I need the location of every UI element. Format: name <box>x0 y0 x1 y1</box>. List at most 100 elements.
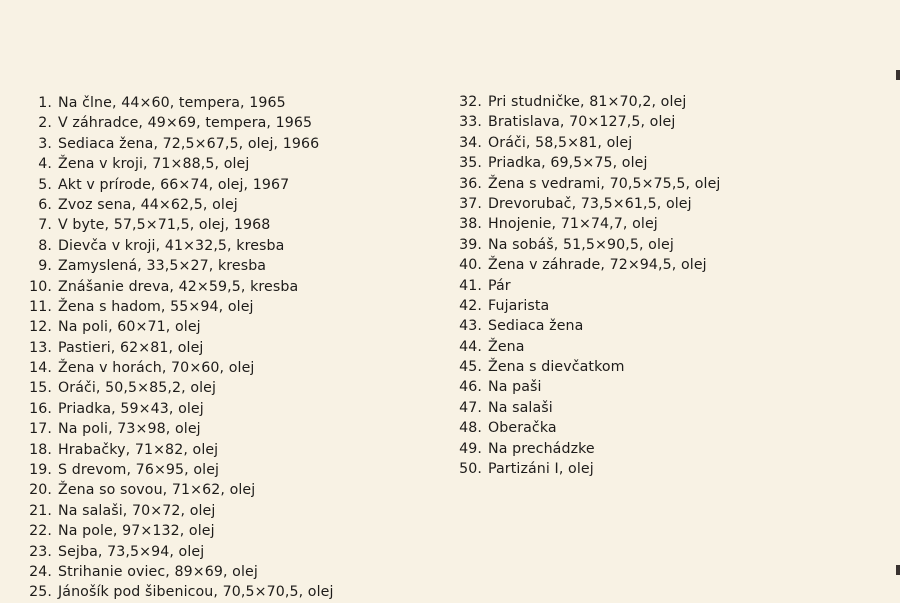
list-item: 4. Žena v kroji, 71×88,5, olej <box>14 154 333 174</box>
item-text: Žena v horách, 70×60, olej <box>58 360 255 377</box>
list-item: 32. Pri studničke, 81×70,2, olej <box>444 92 720 112</box>
item-number: 21. <box>29 502 52 519</box>
list-item: 40. Žena v záhrade, 72×94,5, olej <box>444 255 720 275</box>
item-number: 25. <box>29 584 52 601</box>
item-number: 13. <box>29 339 52 356</box>
item-number: 19. <box>29 462 52 479</box>
page-edge-mark <box>896 565 900 575</box>
list-item: 8. Dievča v kroji, 41×32,5, kresba <box>14 236 333 256</box>
item-text: V byte, 57,5×71,5, olej, 1968 <box>58 217 271 234</box>
item-text: Priadka, 69,5×75, olej <box>488 155 648 172</box>
item-number: 45. <box>459 359 482 376</box>
item-text: Znášanie dreva, 42×59,5, kresba <box>58 278 299 295</box>
item-number: 24. <box>29 563 52 580</box>
item-number: 8. <box>38 237 52 254</box>
item-number: 14. <box>29 360 52 377</box>
item-number: 4. <box>38 156 52 173</box>
item-text: Na poli, 60×71, olej <box>58 319 201 336</box>
list-item: 19. S drevom, 76×95, olej <box>14 460 333 480</box>
item-number: 10. <box>29 278 52 295</box>
list-item: 3. Sediaca žena, 72,5×67,5, olej, 1966 <box>14 134 333 154</box>
list-item: 1. Na člne, 44×60, tempera, 1965 <box>14 93 333 113</box>
page-edge-mark <box>896 70 900 80</box>
list-item: 43. Sediaca žena <box>444 316 720 336</box>
item-text: Na salaši <box>488 399 553 416</box>
list-item: 44. Žena <box>444 337 720 357</box>
list-item: 45. Žena s dievčatkom <box>444 357 720 377</box>
item-text: Žena v kroji, 71×88,5, olej <box>58 156 250 173</box>
item-number: 33. <box>459 114 482 131</box>
item-text: Žena s dievčatkom <box>488 359 625 376</box>
item-number: 34. <box>459 134 482 151</box>
item-number: 44. <box>459 338 482 355</box>
item-number: 37. <box>459 195 482 212</box>
list-item: 47. Na salaši <box>444 398 720 418</box>
item-text: Dievča v kroji, 41×32,5, kresba <box>58 237 285 254</box>
item-number: 17. <box>29 421 52 438</box>
list-item: 24. Strihanie oviec, 89×69, olej <box>14 562 333 582</box>
item-number: 6. <box>38 196 52 213</box>
item-number: 50. <box>459 461 482 478</box>
item-number: 3. <box>38 135 52 152</box>
list-item: 36. Žena s vedrami, 70,5×75,5, olej <box>444 174 720 194</box>
list-item: 41. Pár <box>444 276 720 296</box>
list-item: 46. Na paši <box>444 377 720 397</box>
list-item: 39. Na sobáš, 51,5×90,5, olej <box>444 235 720 255</box>
artwork-list-right: 32. Pri studničke, 81×70,2, olej 33. Bratis… <box>444 92 720 479</box>
list-item: 23. Sejba, 73,5×94, olej <box>14 542 333 562</box>
item-number: 38. <box>459 216 482 233</box>
item-number: 35. <box>459 155 482 172</box>
list-item: 11. Žena s hadom, 55×94, olej <box>14 297 333 317</box>
item-text: Na salaši, 70×72, olej <box>58 502 216 519</box>
list-item: 49. Na prechádzke <box>444 439 720 459</box>
item-number: 40. <box>459 257 482 274</box>
item-number: 32. <box>459 94 482 110</box>
list-item: 33. Bratislava, 70×127,5, olej <box>444 112 720 132</box>
item-text: Na sobáš, 51,5×90,5, olej <box>488 236 674 253</box>
item-text: Oberačka <box>488 420 557 437</box>
item-number: 23. <box>29 543 52 560</box>
item-number: 47. <box>459 399 482 416</box>
item-text: Bratislava, 70×127,5, olej <box>488 114 676 131</box>
list-item: 12. Na poli, 60×71, olej <box>14 317 333 337</box>
item-number: 11. <box>29 298 52 315</box>
item-text: Fujarista <box>488 297 550 314</box>
item-number: 9. <box>38 258 52 275</box>
list-item: 15. Oráči, 50,5×85,2, olej <box>14 378 333 398</box>
item-text: Pár <box>488 277 511 294</box>
item-text: Pri studničke, 81×70,2, olej <box>488 94 687 110</box>
list-item: 25. Jánošík pod šibenicou, 70,5×70,5, ole… <box>14 582 333 602</box>
item-text: Pastieri, 62×81, olej <box>58 339 204 356</box>
item-number: 22. <box>29 523 52 540</box>
item-text: Sediaca žena, 72,5×67,5, olej, 1966 <box>58 135 320 152</box>
item-number: 18. <box>29 441 52 458</box>
list-item: 42. Fujarista <box>444 296 720 316</box>
item-text: Strihanie oviec, 89×69, olej <box>58 563 258 580</box>
item-number: 46. <box>459 379 482 396</box>
item-number: 49. <box>459 440 482 457</box>
item-text: Žena <box>488 338 525 355</box>
item-number: 5. <box>38 176 52 193</box>
item-number: 2. <box>38 115 52 132</box>
item-text: Zvoz sena, 44×62,5, olej <box>58 196 238 213</box>
item-text: Drevorubač, 73,5×61,5, olej <box>488 195 692 212</box>
item-text: Sejba, 73,5×94, olej <box>58 543 205 560</box>
item-text: Na člne, 44×60, tempera, 1965 <box>58 95 286 111</box>
item-number: 16. <box>29 400 52 417</box>
list-item: 16. Priadka, 59×43, olej <box>14 399 333 419</box>
item-text: Na prechádzke <box>488 440 595 457</box>
item-text: Priadka, 59×43, olej <box>58 400 204 417</box>
list-item: 34. Oráči, 58,5×81, olej <box>444 133 720 153</box>
list-item: 38. Hnojenie, 71×74,7, olej <box>444 214 720 234</box>
item-number: 43. <box>459 318 482 335</box>
list-item: 7. V byte, 57,5×71,5, olej, 1968 <box>14 215 333 235</box>
item-text: Oráči, 58,5×81, olej <box>488 134 633 151</box>
item-number: 48. <box>459 420 482 437</box>
list-item: 17. Na poli, 73×98, olej <box>14 419 333 439</box>
item-number: 42. <box>459 297 482 314</box>
item-text: Sediaca žena <box>488 318 584 335</box>
item-text: Jánošík pod šibenicou, 70,5×70,5, olej <box>58 584 334 601</box>
item-number: 41. <box>459 277 482 294</box>
list-item: 10. Znášanie dreva, 42×59,5, kresba <box>14 277 333 297</box>
item-text: Žena s hadom, 55×94, olej <box>58 298 254 315</box>
